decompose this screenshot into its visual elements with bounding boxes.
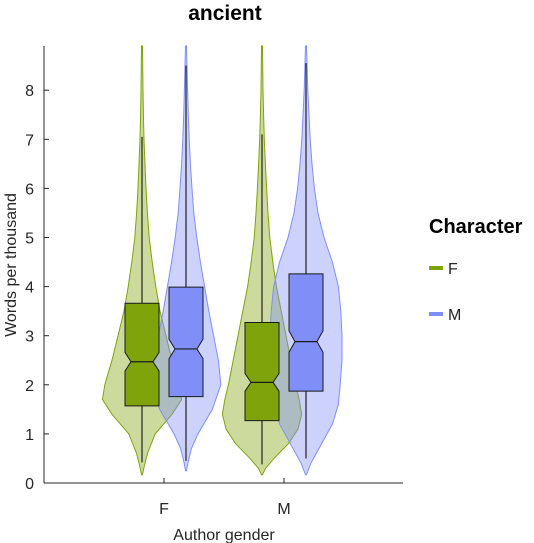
y-axis: 0 1 2 3 4 5 6 7 8 [25, 46, 49, 493]
x-tick-label: M [277, 501, 290, 518]
y-tick-label: 6 [25, 181, 34, 198]
y-tick-label: 1 [25, 427, 34, 444]
y-tick-label: 7 [25, 132, 34, 149]
y-tick-label: 2 [25, 378, 34, 395]
chart-title: ancient [188, 2, 262, 25]
legend: Character F M [429, 216, 523, 324]
y-tick-label: 4 [25, 280, 34, 297]
legend-swatch-f [429, 266, 443, 270]
y-tick-label: 3 [25, 329, 34, 346]
y-tick-label: 5 [25, 230, 34, 247]
y-axis-title: Words per thousand [3, 193, 20, 337]
x-tick-label: F [159, 501, 169, 518]
plot-area [101, 45, 343, 476]
legend-swatch-m [429, 312, 443, 316]
box-f-m [244, 321, 280, 422]
legend-label-m: M [448, 307, 461, 324]
legend-title: Character [429, 216, 523, 238]
box-m-f [168, 286, 204, 398]
box-m-m [288, 273, 324, 392]
legend-label-f: F [448, 261, 458, 278]
y-tick-label: 8 [25, 83, 34, 100]
y-tick-label: 0 [25, 476, 34, 493]
x-axis-title: Author gender [173, 527, 275, 543]
box-f-f [124, 302, 160, 407]
